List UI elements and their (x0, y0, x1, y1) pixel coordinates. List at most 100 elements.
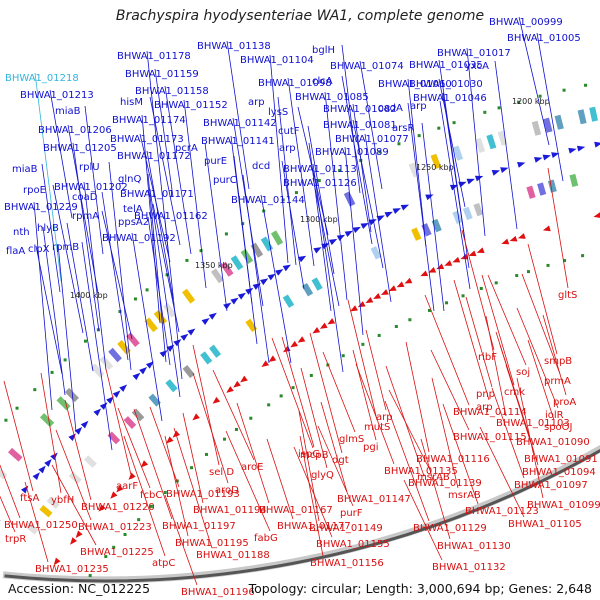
reverse-gene-label: ribF (478, 352, 497, 363)
feature-marker (4, 418, 8, 422)
reverse-gene-label: msrAB (417, 472, 450, 483)
reverse-leader-line (453, 279, 490, 401)
reverse-gene-label: glmS (339, 434, 364, 445)
feature-marker (234, 427, 238, 431)
forward-gene-label: BHWA1_01172 (117, 151, 191, 162)
reverse-gene-label: soj (516, 367, 530, 378)
reverse-gene-label: BHWA1_01223 (78, 522, 152, 533)
feature-marker (84, 339, 88, 343)
forward-gene-label: miaB (12, 164, 38, 175)
forward-leader-line (518, 16, 550, 146)
reverse-gene-label: BHWA1_01177 (277, 521, 351, 532)
feature-block (577, 109, 587, 125)
ruler-label: 1400 kbp (70, 291, 108, 300)
forward-gene-label: miaB (55, 106, 81, 117)
feature-marker (50, 370, 54, 374)
feature-block (39, 413, 55, 428)
reverse-gene-label: BHWA1_01188 (196, 550, 270, 561)
feature-marker (249, 416, 253, 420)
feature-marker (294, 191, 298, 195)
reverse-gene-label: mutS (364, 422, 390, 433)
reverse-leader-line (547, 167, 569, 289)
forward-gene-label: cadA (378, 103, 403, 114)
forward-leader-line (312, 177, 340, 307)
reverse-leader-line (281, 336, 315, 448)
forward-gene-arrow (576, 145, 586, 152)
forward-gene-arrow (534, 156, 543, 163)
reverse-gene-label: fabG (254, 533, 278, 544)
forward-gene-arrow (491, 170, 501, 176)
forward-leader-line (439, 100, 471, 290)
forward-gene-arrow (400, 204, 410, 211)
feature-marker (104, 555, 108, 559)
forward-leader-line (307, 125, 335, 275)
forward-gene-label: BHWA1_01174 (112, 115, 186, 126)
forward-leader-line (35, 245, 63, 375)
forward-leader-line (494, 60, 518, 230)
reverse-leader-line (355, 363, 395, 465)
feature-block (68, 471, 82, 485)
forward-leader-line (352, 103, 372, 233)
forward-gene-arrow (267, 273, 276, 281)
reverse-leader-line (0, 495, 16, 533)
feature-block (123, 416, 137, 429)
feature-marker (112, 545, 116, 549)
forward-gene-label: nth (13, 227, 30, 238)
forward-gene-label: pcrA (175, 143, 198, 154)
feature-block (569, 173, 579, 188)
reverse-leader-line (309, 332, 343, 454)
forward-leader-line (364, 133, 392, 303)
reverse-leader-line (320, 401, 348, 493)
reverse-gene-arrow (233, 380, 241, 388)
feature-block (99, 355, 114, 371)
reverse-gene-label: dgt (332, 455, 349, 466)
reverse-gene-label: BHWA1_01129 (413, 523, 487, 534)
forward-gene-label: BHWA1_01005 (507, 33, 581, 44)
forward-gene-label: arp (410, 101, 427, 112)
forward-gene-arrow (568, 147, 577, 154)
reverse-gene-label: BHWA1_01114 (453, 407, 527, 418)
feature-marker (15, 406, 19, 410)
forward-leader-line (42, 226, 66, 396)
forward-leader-line (52, 184, 84, 334)
reverse-gene-arrow (110, 491, 118, 499)
feature-marker (223, 437, 227, 441)
forward-gene-label: BHWA1_01205 (43, 143, 117, 154)
forward-gene-arrow (173, 339, 182, 347)
forward-gene-label: BHWA1_01138 (197, 41, 271, 52)
forward-gene-label: lysS (268, 107, 288, 118)
topology-text: Topology: circular; Length: 3,000,694 bp… (248, 581, 592, 596)
forward-gene-arrow (223, 302, 232, 310)
forward-gene-label: flaA (6, 246, 25, 257)
feature-marker (378, 150, 382, 154)
forward-gene-arrow (297, 255, 307, 263)
feature-marker (563, 259, 567, 263)
reverse-gene-label: ispG (298, 449, 320, 460)
reverse-gene-arrow (380, 289, 389, 296)
forward-leader-line (146, 150, 174, 300)
feature-marker (437, 126, 441, 130)
forward-leader-line (101, 210, 133, 340)
feature-block (431, 218, 442, 233)
feature-block (131, 408, 145, 422)
reverse-gene-arrow (192, 413, 200, 421)
forward-gene-label: BHWA1_01017 (437, 48, 511, 59)
feature-block (526, 185, 536, 199)
feature-block (301, 282, 314, 297)
forward-gene-arrow (336, 234, 346, 242)
forward-gene-arrow (112, 390, 121, 398)
feature-marker (224, 232, 228, 236)
reverse-gene-label: BHWA1_01149 (309, 523, 383, 534)
forward-gene-label: BHWA1_01206 (38, 125, 112, 136)
forward-gene-label: BHWA1_00999 (489, 17, 563, 28)
forward-gene-label: BHWA1_01082 (323, 104, 397, 115)
reverse-gene-label: BHWA1_01193 (166, 489, 240, 500)
forward-leader-line (281, 160, 305, 290)
reverse-gene-label: BHWA1_01130 (437, 541, 511, 552)
forward-gene-label: BHWA1_01142 (203, 118, 277, 129)
forward-gene-arrow (145, 361, 154, 369)
reverse-leader-line (173, 427, 213, 549)
feature-marker (483, 110, 487, 114)
reverse-gene-label: BHWA1_01123 (465, 506, 539, 517)
